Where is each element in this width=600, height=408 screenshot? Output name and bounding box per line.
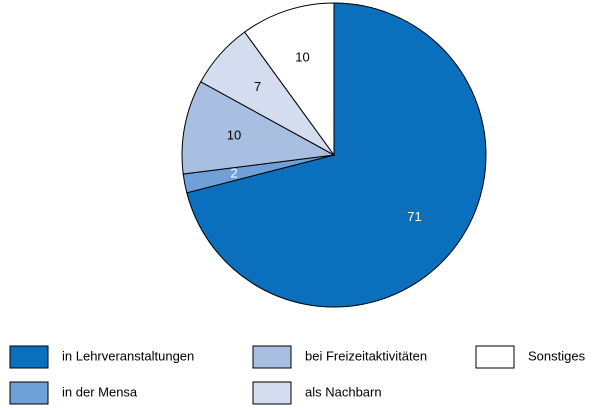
slice-label: 7 xyxy=(254,79,261,94)
pie-slice xyxy=(181,81,336,175)
legend-swatch xyxy=(475,345,515,369)
legend-swatch xyxy=(252,381,292,405)
slice-label: 10 xyxy=(227,127,241,142)
legend-swatch xyxy=(252,345,292,369)
legend-label: in Lehrveranstaltungen xyxy=(62,348,194,363)
legend-label: bei Freizeitaktivitäten xyxy=(305,348,427,363)
pie-slice xyxy=(243,2,335,157)
legend-swatch xyxy=(9,345,49,369)
legend-label: als Nachbarn xyxy=(305,384,382,399)
pie-slice xyxy=(186,2,487,308)
slice-label: 2 xyxy=(230,166,237,181)
legend-label: Sonstiges xyxy=(528,348,586,363)
legend-swatch xyxy=(9,381,49,405)
legend-label: in der Mensa xyxy=(62,384,138,399)
slice-label: 10 xyxy=(295,50,309,65)
slice-label: 71 xyxy=(407,209,421,224)
